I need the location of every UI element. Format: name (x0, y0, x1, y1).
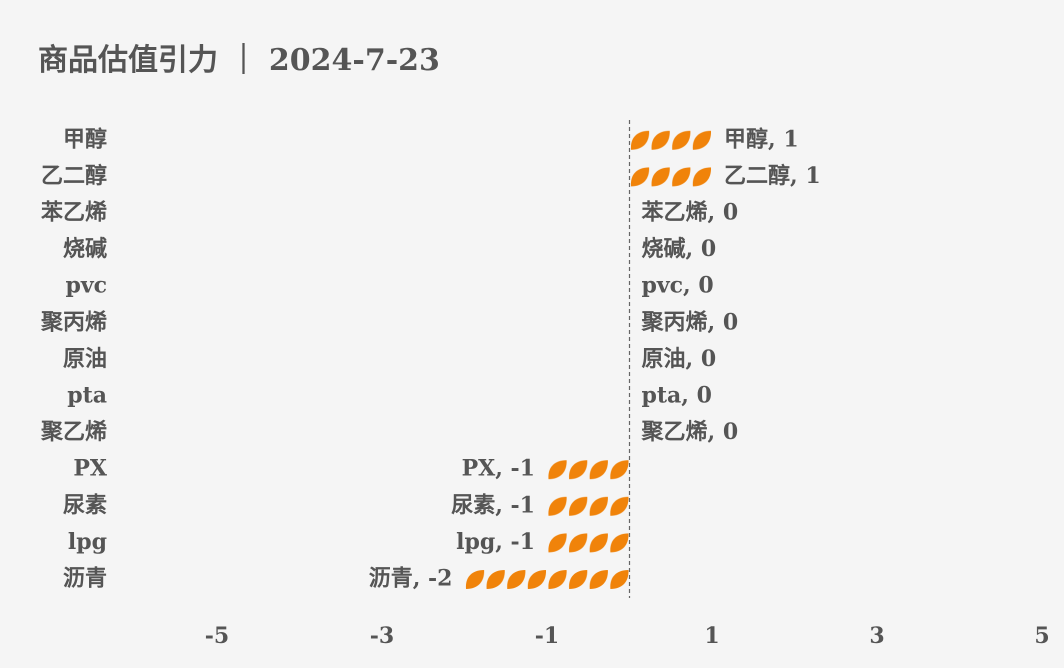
bar (547, 495, 630, 518)
data-label: pta, 0 (642, 383, 712, 409)
bar-fill (629, 165, 712, 188)
data-label: 甲醇, 1 (724, 126, 799, 152)
data-label: 聚乙烯, 0 (641, 419, 739, 445)
data-label: 尿素, -1 (451, 492, 535, 518)
y-tick-label: 原油 (63, 346, 107, 372)
data-label: 苯乙烯, 0 (641, 200, 739, 226)
y-tick-label: 乙二醇 (41, 163, 107, 189)
data-label: pvc, 0 (642, 273, 714, 299)
y-tick-label: 聚丙烯 (40, 309, 107, 335)
x-tick-label: -5 (205, 623, 229, 649)
data-label: 沥青, -2 (369, 566, 453, 592)
x-tick-label: 5 (1034, 623, 1049, 649)
bar (547, 458, 630, 481)
bar (629, 165, 712, 188)
bar-fill (547, 531, 630, 554)
data-label: 原油, 0 (642, 346, 717, 372)
y-tick-label: PX (73, 456, 108, 482)
bar-fill (629, 129, 712, 152)
y-tick-label: 沥青 (63, 566, 107, 592)
x-tick-label: -1 (535, 623, 559, 649)
y-tick-label: 聚乙烯 (40, 419, 107, 445)
y-tick-label: pvc (65, 273, 107, 299)
y-tick-label: 甲醇 (63, 126, 107, 152)
bar (547, 531, 630, 554)
data-label: 乙二醇, 1 (724, 163, 821, 189)
x-tick-label: 3 (869, 623, 884, 649)
y-tick-label: 苯乙烯 (40, 200, 107, 226)
y-tick-label: 烧碱 (63, 236, 107, 262)
bar (464, 568, 630, 591)
y-tick-label: lpg (68, 529, 107, 555)
y-tick-label: 尿素 (63, 492, 107, 518)
bar (629, 129, 712, 152)
bar-fill (547, 495, 630, 518)
bar-fill (547, 458, 630, 481)
x-tick-label: 1 (704, 623, 719, 649)
data-label: 烧碱, 0 (642, 236, 717, 262)
y-tick-label: pta (67, 383, 107, 409)
data-label: 聚丙烯, 0 (641, 309, 739, 335)
bar-fill (464, 568, 630, 591)
chart-title: 商品估值引力 ｜ 2024-7-23 (38, 43, 440, 78)
x-tick-label: -3 (370, 623, 394, 649)
data-label: PX, -1 (462, 456, 535, 482)
data-label: lpg, -1 (456, 529, 535, 555)
